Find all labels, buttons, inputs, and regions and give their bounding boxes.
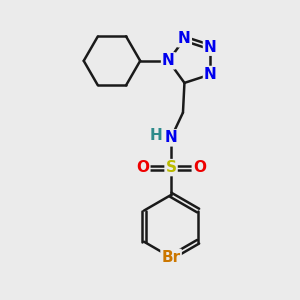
- Text: N: N: [204, 40, 217, 55]
- Text: H: H: [149, 128, 162, 143]
- Text: N: N: [162, 53, 175, 68]
- Text: N: N: [178, 31, 191, 46]
- Text: Br: Br: [161, 250, 181, 265]
- Text: O: O: [193, 160, 206, 175]
- Text: S: S: [166, 160, 177, 175]
- Text: N: N: [204, 67, 217, 82]
- Text: N: N: [165, 130, 177, 146]
- Text: O: O: [136, 160, 149, 175]
